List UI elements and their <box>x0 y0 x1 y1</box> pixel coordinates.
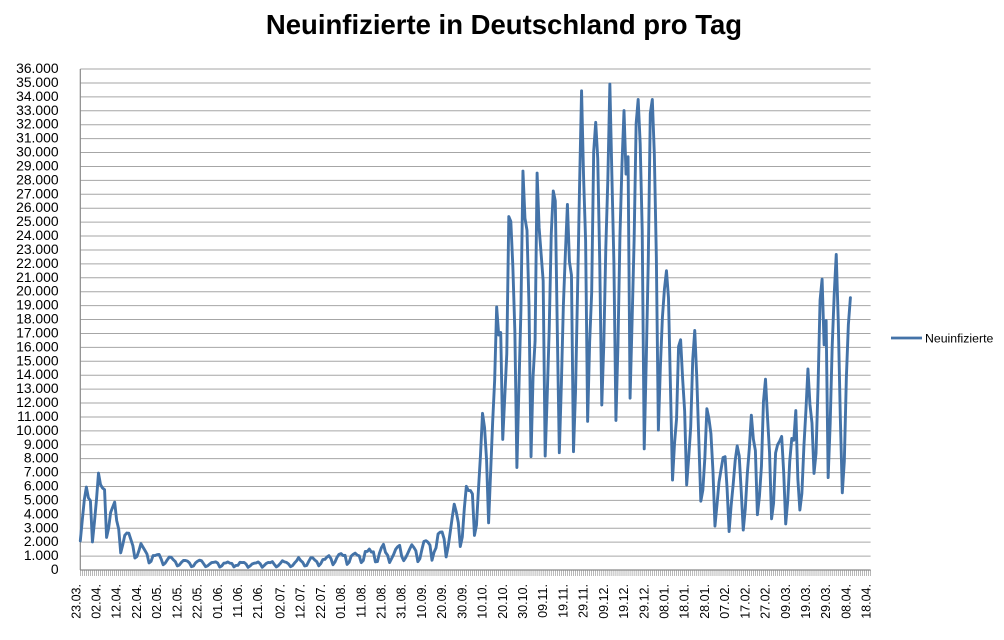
svg-text:6.000: 6.000 <box>24 478 59 494</box>
svg-text:19.000: 19.000 <box>16 297 59 313</box>
svg-text:31.000: 31.000 <box>16 130 59 146</box>
svg-text:30.10.: 30.10. <box>516 584 530 619</box>
svg-text:7.000: 7.000 <box>24 464 59 480</box>
svg-text:10.10.: 10.10. <box>476 584 490 619</box>
svg-text:3.000: 3.000 <box>24 519 59 535</box>
svg-text:4.000: 4.000 <box>24 505 59 521</box>
svg-text:29.12.: 29.12. <box>637 584 651 619</box>
svg-text:33.000: 33.000 <box>16 102 59 118</box>
svg-text:11.000: 11.000 <box>17 408 59 424</box>
svg-text:22.05.: 22.05. <box>191 584 205 619</box>
svg-text:21.08.: 21.08. <box>375 584 389 619</box>
svg-text:24.000: 24.000 <box>16 227 59 243</box>
svg-text:18.000: 18.000 <box>16 311 59 327</box>
svg-text:19.11.: 19.11. <box>556 584 570 618</box>
svg-text:0: 0 <box>51 561 59 577</box>
svg-text:29.03.: 29.03. <box>819 584 833 619</box>
svg-text:10.000: 10.000 <box>16 422 59 438</box>
svg-text:29.000: 29.000 <box>16 157 59 173</box>
svg-text:20.09.: 20.09. <box>435 584 449 619</box>
svg-text:32.000: 32.000 <box>16 116 59 132</box>
svg-text:20.000: 20.000 <box>16 283 59 299</box>
svg-text:07.02.: 07.02. <box>718 584 732 619</box>
svg-text:12.05.: 12.05. <box>170 584 184 619</box>
svg-text:22.07.: 22.07. <box>314 584 328 619</box>
svg-text:01.08.: 01.08. <box>334 584 348 619</box>
svg-text:30.09.: 30.09. <box>455 584 469 619</box>
svg-text:14.000: 14.000 <box>16 366 59 382</box>
svg-text:15.000: 15.000 <box>16 352 59 368</box>
svg-text:23.03.: 23.03. <box>69 584 83 619</box>
svg-text:01.06.: 01.06. <box>211 584 225 619</box>
svg-text:25.000: 25.000 <box>16 213 59 229</box>
svg-text:28.01.: 28.01. <box>698 584 712 619</box>
svg-text:17.000: 17.000 <box>16 324 59 340</box>
svg-text:9.000: 9.000 <box>24 436 59 452</box>
svg-text:22.000: 22.000 <box>16 255 59 271</box>
svg-text:22.04.: 22.04. <box>130 584 144 619</box>
svg-text:19.12.: 19.12. <box>617 584 631 619</box>
svg-text:09.03.: 09.03. <box>779 584 793 619</box>
svg-text:27.02.: 27.02. <box>759 584 773 619</box>
svg-text:02.05.: 02.05. <box>150 584 164 619</box>
svg-text:26.000: 26.000 <box>16 199 59 215</box>
svg-text:18.04.: 18.04. <box>860 584 874 619</box>
svg-text:27.000: 27.000 <box>16 185 59 201</box>
svg-text:10.09.: 10.09. <box>415 584 429 619</box>
svg-text:13.000: 13.000 <box>16 380 59 396</box>
svg-text:34.000: 34.000 <box>16 88 59 104</box>
svg-text:31.08.: 31.08. <box>395 584 409 619</box>
svg-text:23.000: 23.000 <box>16 241 59 257</box>
svg-text:12.07.: 12.07. <box>294 584 308 619</box>
svg-text:Neuinfizierte: Neuinfizierte <box>925 332 994 346</box>
svg-text:09.12.: 09.12. <box>597 584 611 619</box>
svg-text:Neuinfizierte in Deutschland p: Neuinfizierte in Deutschland pro Tag <box>266 9 742 40</box>
svg-text:20.10.: 20.10. <box>496 584 510 619</box>
svg-text:16.000: 16.000 <box>16 338 59 354</box>
svg-text:19.03.: 19.03. <box>799 584 813 619</box>
svg-text:29.11.: 29.11. <box>577 584 591 618</box>
svg-text:35.000: 35.000 <box>16 74 59 90</box>
svg-text:08.01.: 08.01. <box>657 584 671 619</box>
svg-text:5.000: 5.000 <box>24 491 59 507</box>
svg-text:21.06.: 21.06. <box>251 584 265 619</box>
svg-text:1.000: 1.000 <box>24 547 59 563</box>
svg-text:2.000: 2.000 <box>24 533 59 549</box>
svg-text:12.000: 12.000 <box>16 394 59 410</box>
svg-text:17.02.: 17.02. <box>738 584 752 619</box>
svg-text:30.000: 30.000 <box>16 144 59 160</box>
svg-text:8.000: 8.000 <box>24 450 59 466</box>
svg-text:28.000: 28.000 <box>16 171 59 187</box>
svg-text:08.04.: 08.04. <box>839 584 853 619</box>
svg-text:36.000: 36.000 <box>16 60 59 76</box>
svg-text:02.04.: 02.04. <box>90 584 104 619</box>
svg-text:02.07.: 02.07. <box>273 584 287 619</box>
svg-text:12.04.: 12.04. <box>110 584 124 619</box>
svg-text:11.08.: 11.08. <box>354 584 368 618</box>
svg-text:21.000: 21.000 <box>16 269 59 285</box>
svg-text:11.06.: 11.06. <box>231 584 245 618</box>
svg-text:09.11.: 09.11. <box>536 584 550 618</box>
svg-text:18.01.: 18.01. <box>678 584 692 619</box>
